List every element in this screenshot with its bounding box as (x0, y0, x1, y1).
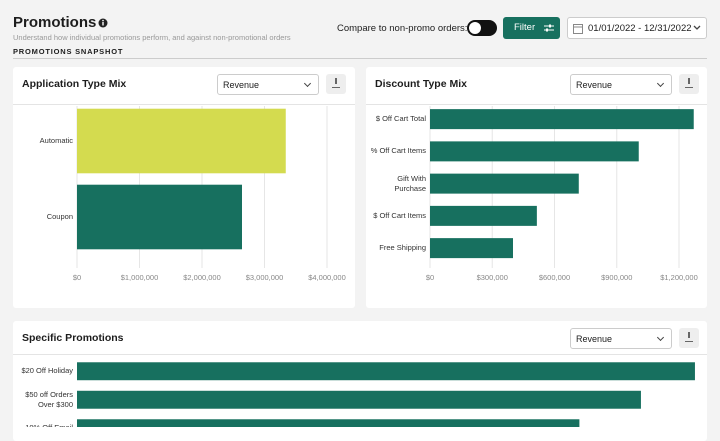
bar (77, 108, 286, 174)
bar (430, 173, 579, 194)
category-label: Coupon (46, 212, 73, 221)
date-range: 01/01/2022 - 12/31/2022 (588, 23, 692, 34)
x-tick-label: $0 (72, 273, 82, 282)
x-tick-label: $2,000,000 (183, 273, 221, 282)
date-picker[interactable]: 01/01/2022 - 12/31/2022 (567, 17, 707, 39)
category-label: Automatic (39, 136, 73, 145)
category-label: Gift With Purchase (394, 173, 426, 193)
page: Promotions Understand how individual pro… (0, 0, 720, 427)
page-title: Promotions (13, 14, 97, 31)
charts (76, 106, 695, 427)
x-tick-label: $1,000,000 (120, 273, 159, 282)
x-tick-label: $1,200,000 (660, 273, 698, 282)
panel-divider (13, 354, 707, 355)
category-label: Free Shipping (379, 243, 426, 253)
download-button[interactable] (679, 74, 699, 94)
x-tick-label: $4,000,000 (308, 273, 346, 282)
section-label: PROMOTIONS SNAPSHOT (13, 47, 124, 56)
download-button[interactable] (679, 328, 699, 348)
compare-label: Compare to non-promo orders: (337, 23, 468, 34)
bar (77, 419, 580, 427)
metric-dropdown[interactable]: Revenue (570, 328, 672, 349)
category-label: $50 off Orders Over $300 (25, 389, 73, 409)
filter-button[interactable]: Filter (503, 17, 560, 39)
bar (77, 390, 641, 409)
bar (77, 362, 695, 381)
page-subtitle: Understand how individual promotions per… (13, 33, 291, 42)
x-tick-label: $600,000 (538, 273, 571, 282)
bar (430, 141, 639, 162)
download-button[interactable] (326, 74, 346, 94)
category-label: $ Off Cart Items (373, 210, 426, 220)
category-label: $20 Off Holiday (21, 366, 73, 376)
panel-title: Application Type Mix (22, 78, 127, 90)
chart-labels: $0 $1,000,000 $2,000,000 $3,000,000 $4,000,0… (13, 114, 698, 427)
bar (430, 238, 513, 259)
category-label: % Off Cart Items (370, 146, 426, 156)
x-tick-label: $0 (425, 273, 435, 282)
x-tick-label: $300,000 (476, 273, 508, 282)
bar (430, 205, 537, 226)
metric-dropdown[interactable]: Revenue (570, 74, 672, 95)
filter-label: Filter (514, 22, 536, 33)
panel-divider (13, 104, 355, 105)
bar (430, 109, 694, 130)
category-label: 10% Off Email (13, 423, 73, 427)
info-icon[interactable] (98, 18, 108, 28)
x-tick-label: $3,000,000 (245, 273, 284, 282)
category-label: $ Off Cart Total (375, 114, 426, 124)
section-divider (13, 58, 707, 59)
panel-divider (366, 104, 707, 105)
panel-title: Specific Promotions (22, 332, 124, 344)
compare-toggle[interactable] (467, 20, 497, 36)
metric-dropdown[interactable]: Revenue (217, 74, 319, 95)
bar (77, 184, 242, 250)
panel-title: Discount Type Mix (375, 78, 467, 90)
x-tick-label: $900,000 (601, 273, 633, 282)
